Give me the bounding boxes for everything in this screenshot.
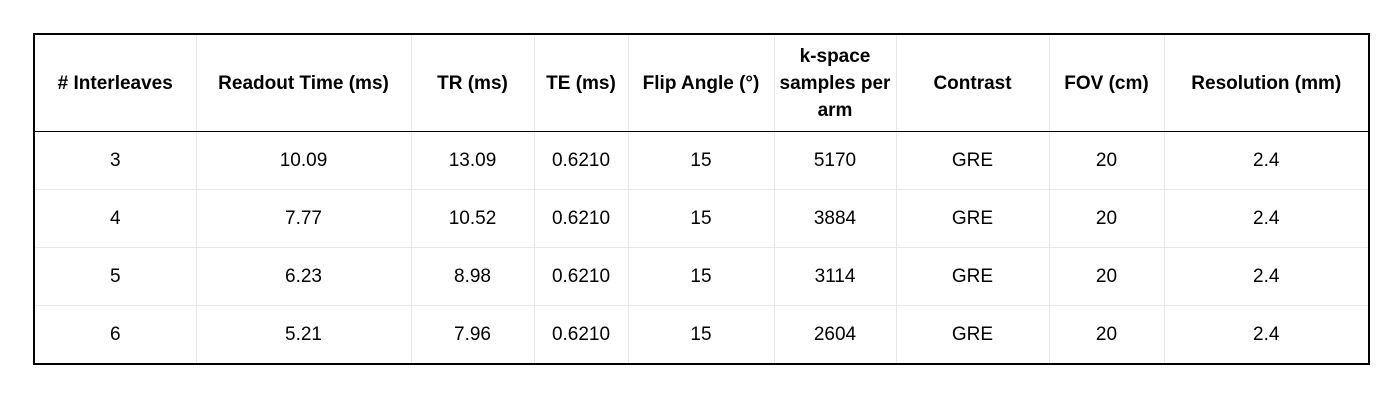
table-cell: 13.09 <box>410 131 534 190</box>
table-cell: 3 <box>109 149 121 171</box>
table-row: 3 10.09 13.09 0.6210 15 5170 GRE 20 2.4 <box>34 131 1369 190</box>
table-cell: GRE <box>895 131 1049 190</box>
table-cell: 7.77 <box>195 189 411 248</box>
table-cell: 5.21 <box>195 305 411 364</box>
table-cell: GRE <box>895 305 1049 364</box>
table-cell: 4 <box>34 189 196 248</box>
table-cell: 15 <box>627 189 774 248</box>
table-cell: 2.4 <box>1163 305 1369 364</box>
table-cell: 6 <box>34 305 196 364</box>
header-cell: Contrast <box>895 34 1049 132</box>
table-cell: 0.6210 <box>533 131 628 190</box>
table-cell: 2604 <box>773 305 896 364</box>
table-body: 3 10.09 13.09 0.6210 15 5170 GRE 20 2.4 4 7.77 10.5… <box>34 131 1369 364</box>
header-cell: TE (ms) <box>533 34 628 132</box>
table-cell: 2.4 <box>1163 247 1369 306</box>
table-cell: 3114 <box>773 247 896 306</box>
table-container: # Interleaves Readout Time (ms) TR (ms) TE … <box>33 33 1370 365</box>
table-cell: 15 <box>627 131 774 190</box>
table-cell: 8.98 <box>410 247 534 306</box>
table-cell: 20 <box>1048 131 1164 190</box>
table-cell: 20 <box>1048 305 1164 364</box>
table-cell: 20 <box>1048 247 1164 306</box>
table-cell: 15 <box>627 247 774 306</box>
table-cell: 15 <box>627 305 774 364</box>
table-cell: GRE <box>895 189 1049 248</box>
table-cell: 7.96 <box>410 305 534 364</box>
table-header: # Interleaves Readout Time (ms) TR (ms) TE … <box>34 34 1369 132</box>
table-cell: 10.52 <box>410 189 534 248</box>
table-cell: 0.6210 <box>533 189 628 248</box>
table-cell: 3884 <box>773 189 896 248</box>
header-cell: TR (ms) <box>410 34 534 132</box>
header-cell: # Interleaves <box>34 34 196 132</box>
table-cell: 0.6210 <box>533 305 628 364</box>
table: # Interleaves Readout Time (ms) TR (ms) TE … <box>33 33 1370 365</box>
table-cell: 10.09 <box>195 131 411 190</box>
table-row: 5 6.23 8.98 0.6210 15 3114 GRE 20 2.4 <box>34 247 1369 306</box>
header-cell: k-space samples per arm <box>773 34 896 132</box>
table-cell: 6.23 <box>195 247 411 306</box>
header-cell: Resolution (mm) <box>1163 34 1369 132</box>
table-row: 6 5.21 7.96 0.6210 15 2604 GRE 20 2.4 <box>34 305 1369 364</box>
header-row: # Interleaves Readout Time (ms) TR (ms) TE … <box>34 34 1369 132</box>
header-cell: Readout Time (ms) <box>195 34 411 132</box>
table-row: 4 7.77 10.52 0.6210 15 3884 GRE 20 2.4 <box>34 189 1369 248</box>
table-cell: 2.4 <box>1163 189 1369 248</box>
table-cell: 0.6210 <box>533 247 628 306</box>
table-cell: 5 <box>34 247 196 306</box>
header-cell: FOV (cm) <box>1048 34 1164 132</box>
table-cell: 20 <box>1048 189 1164 248</box>
table-cell: GRE <box>895 247 1049 306</box>
table-cell: 5170 <box>773 131 896 190</box>
header-cell: Flip Angle (°) <box>627 34 774 132</box>
table-cell: 2.4 <box>1163 131 1369 190</box>
